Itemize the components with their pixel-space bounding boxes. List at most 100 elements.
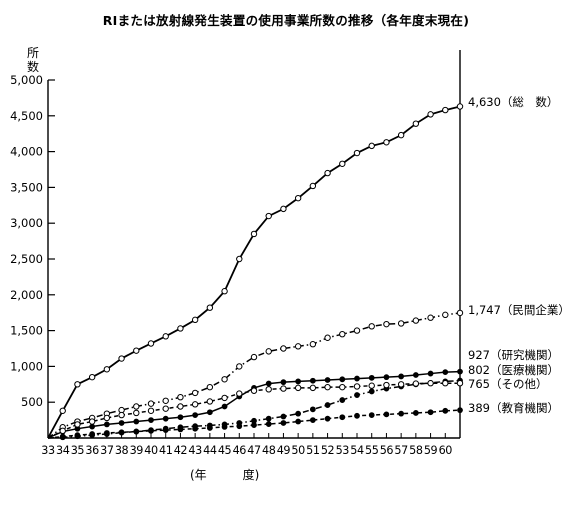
x-tick-label: 55 [365, 444, 379, 457]
data-point [148, 427, 154, 434]
data-point [89, 431, 96, 437]
data-point [412, 317, 420, 324]
data-point [206, 398, 214, 405]
x-tick-label: 46 [233, 444, 247, 457]
data-point [309, 406, 316, 413]
data-point [88, 418, 96, 425]
series-1 [47, 309, 464, 439]
data-point [147, 340, 155, 347]
y-tick-label: 5,000 [10, 73, 43, 87]
data-point [427, 380, 434, 387]
data-point [280, 379, 287, 386]
y-tick-label: 1,000 [10, 359, 43, 373]
data-point [295, 378, 302, 385]
data-point [118, 420, 125, 426]
x-tick-label: 52 [321, 444, 334, 457]
data-point [354, 375, 360, 382]
data-point [383, 320, 390, 328]
data-point [294, 343, 302, 350]
data-point [206, 383, 214, 391]
data-point [442, 369, 449, 376]
data-point [397, 320, 405, 327]
x-tick-label: 51 [306, 444, 320, 457]
x-tick-label: 50 [291, 444, 305, 457]
data-point [103, 430, 110, 436]
data-point [133, 428, 140, 435]
x-tick-label: 58 [409, 444, 423, 457]
x-tick-label: 54 [350, 444, 364, 457]
x-tick-label: 37 [100, 444, 114, 457]
data-point [177, 393, 184, 401]
data-point [398, 410, 405, 417]
x-tick-label: 47 [247, 444, 261, 457]
data-point [177, 426, 184, 433]
series-5 [47, 407, 463, 440]
data-point [280, 413, 287, 420]
data-point [294, 194, 302, 202]
data-point [309, 384, 317, 392]
data-point [206, 409, 213, 416]
x-tick-label: 56 [380, 444, 394, 457]
data-point [324, 377, 331, 383]
data-point [309, 417, 316, 424]
data-point [250, 230, 258, 238]
x-tick-label: 34 [56, 444, 70, 457]
data-point [353, 327, 361, 334]
data-point [206, 304, 214, 311]
data-point [250, 353, 258, 361]
data-point [280, 420, 287, 426]
data-point [162, 415, 169, 422]
data-point [236, 390, 243, 397]
data-point [456, 103, 464, 110]
data-point [412, 410, 419, 416]
data-point [162, 397, 169, 404]
data-point [427, 409, 434, 416]
x-tick-label: 33 [41, 444, 55, 457]
y-tick-label: 4,000 [10, 145, 43, 159]
y-axis-label: 所数 [26, 46, 39, 74]
y-tick-label: 4,500 [10, 109, 43, 123]
data-point [383, 139, 390, 146]
data-point [398, 373, 405, 380]
data-point [353, 149, 361, 157]
data-point [295, 418, 302, 425]
data-point [427, 111, 434, 118]
data-point [412, 380, 420, 387]
data-point [59, 433, 66, 440]
data-point [309, 377, 316, 384]
x-axis-label: (年 度) [190, 468, 260, 482]
data-point [383, 374, 390, 381]
data-point [177, 414, 184, 421]
data-point [456, 309, 464, 317]
data-point [191, 316, 199, 324]
data-point [89, 423, 96, 430]
data-point [103, 414, 111, 422]
data-point [368, 323, 375, 330]
series-end-label: 4,630（総 数） [468, 95, 558, 109]
y-tick-label: 2,500 [10, 252, 43, 266]
series-line [47, 370, 461, 439]
data-point [162, 405, 169, 412]
x-tick-label: 41 [159, 444, 173, 457]
data-point [427, 370, 434, 377]
x-tick-label: 59 [424, 444, 438, 457]
data-point [280, 385, 287, 392]
data-point [59, 427, 66, 435]
y-tick-label: 2,000 [10, 288, 43, 302]
data-point [251, 422, 257, 429]
data-point [133, 347, 140, 354]
series-end-label: 802（医療機関） [468, 363, 559, 377]
data-point [280, 345, 287, 352]
x-tick-label: 36 [85, 444, 99, 457]
data-point [339, 376, 346, 383]
data-point [133, 418, 140, 425]
y-tick-label: 500 [21, 395, 43, 409]
x-tick-label: 57 [394, 444, 408, 457]
x-tick-label: 40 [144, 444, 158, 457]
data-point [74, 421, 81, 428]
data-point [250, 387, 258, 394]
data-point [191, 401, 199, 408]
series-end-label: 1,747（民間企業） [468, 303, 570, 317]
data-point [177, 403, 184, 410]
